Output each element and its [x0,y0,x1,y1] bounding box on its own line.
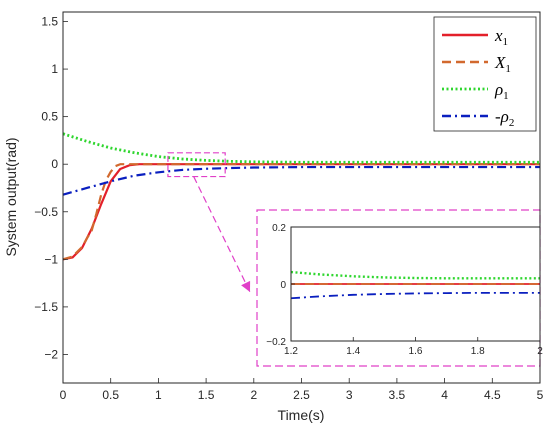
inset-series-line-2 [290,270,540,280]
zoom-arrow-head [241,280,251,292]
legend-label-1: X1 [494,53,511,75]
legend-label-3: -ρ2 [495,107,514,129]
inset-y-tick-label-1: 0 [280,280,286,291]
main-y-tick-label-7: 1.5 [41,15,58,29]
inset-series-group [290,270,540,300]
main-x-tick-label-6: 3 [346,388,353,402]
inset-ticks-group: 1.2 1.4 1.6 1.8 2 −0.2 0 0.2 [266,223,543,357]
main-x-tick-label-1: 0.5 [102,388,119,402]
main-series-group [62,132,540,261]
zoom-source-box [167,152,226,178]
inset-y-tick-label-0: −0.2 [266,337,286,348]
main-series-line-2 [62,132,540,164]
legend-items: x1 X1 ρ1 -ρ2 [442,26,514,129]
main-x-tick-label-2: 1 [155,388,162,402]
main-y-tick-label-2: −1 [44,252,58,266]
main-x-tick-label-4: 2 [250,388,257,402]
main-y-tick-label-3: −0.5 [34,205,58,219]
main-y-tick-label-1: −1.5 [34,300,58,314]
main-y-tick-label-0: −2 [44,347,58,361]
main-ticks-group: 0 0.5 1 1.5 2 2.5 3 3.5 4 4.5 5 −2 −1.5 −1 −0.5 0 0.5 1 1.… [34,15,543,402]
main-x-tick-label-8: 4 [441,388,448,402]
x-axis-label: Time(s) [278,407,325,423]
inset-x-tick-label-4: 2 [537,346,543,357]
legend: x1 X1 ρ1 -ρ2 [433,16,537,132]
inset-plot: 1.2 1.4 1.6 1.8 2 −0.2 0 0.2 [266,223,543,357]
main-x-tick-label-3: 1.5 [198,388,215,402]
inset-y-tick-label-2: 0.2 [272,223,286,234]
main-x-tick-label-0: 0 [60,388,67,402]
inset-x-tick-label-0: 1.2 [284,346,298,357]
main-series-line-3 [62,165,540,196]
legend-label-2: ρ1 [494,80,509,102]
main-x-tick-label-10: 5 [537,388,544,402]
main-x-tick-label-5: 2.5 [293,388,310,402]
main-y-tick-label-4: 0 [51,157,58,171]
main-y-tick-label-5: 0.5 [41,110,58,124]
main-x-tick-label-7: 3.5 [389,388,406,402]
inset-series-line-3 [290,291,540,300]
y-axis-label: System output(rad) [3,137,19,256]
main-series-line-1 [62,163,540,261]
main-x-tick-label-9: 4.5 [484,388,501,402]
main-y-tick-label-6: 1 [51,62,58,76]
inset-x-tick-label-2: 1.6 [409,346,423,357]
inset-x-tick-label-3: 1.8 [471,346,485,357]
inset-x-tick-label-1: 1.4 [346,346,360,357]
legend-label-0: x1 [494,26,508,48]
